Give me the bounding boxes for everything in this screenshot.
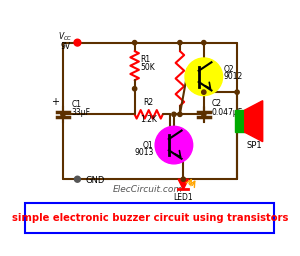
Text: +: +	[51, 97, 59, 107]
Polygon shape	[245, 101, 263, 142]
FancyBboxPatch shape	[26, 203, 274, 233]
Text: 33μF: 33μF	[71, 108, 91, 117]
Circle shape	[61, 112, 65, 116]
Circle shape	[178, 40, 182, 45]
Text: 120Ω: 120Ω	[185, 76, 205, 85]
Circle shape	[202, 112, 206, 116]
Text: R2: R2	[143, 98, 153, 107]
Circle shape	[155, 126, 193, 164]
Polygon shape	[178, 179, 188, 189]
Circle shape	[74, 39, 81, 46]
Text: Q1: Q1	[143, 141, 153, 150]
Text: 0.047μF: 0.047μF	[212, 108, 243, 117]
Text: R3: R3	[185, 68, 195, 77]
Circle shape	[74, 176, 80, 182]
Text: 50K: 50K	[141, 63, 155, 72]
Circle shape	[178, 112, 182, 116]
Text: simple electronic buzzer circuit using transistors: simple electronic buzzer circuit using t…	[12, 214, 288, 223]
Text: 1.2K: 1.2K	[140, 115, 157, 124]
Text: C1: C1	[71, 100, 82, 109]
Text: $V_{CC}$: $V_{CC}$	[58, 30, 73, 43]
Text: SP1: SP1	[246, 142, 262, 151]
Circle shape	[235, 90, 239, 94]
Text: GND: GND	[86, 176, 105, 185]
Bar	[236, 110, 245, 132]
Circle shape	[172, 112, 176, 116]
Circle shape	[202, 40, 206, 45]
Circle shape	[202, 90, 206, 94]
Circle shape	[181, 177, 185, 181]
Text: R1: R1	[141, 55, 151, 64]
Text: C2: C2	[212, 99, 221, 108]
Text: LED1: LED1	[173, 193, 193, 202]
Text: Q2: Q2	[224, 65, 234, 74]
Circle shape	[133, 40, 137, 45]
Circle shape	[185, 58, 223, 95]
Text: 9V: 9V	[60, 42, 70, 51]
Text: 9013: 9013	[134, 148, 153, 157]
Text: 9012: 9012	[224, 72, 243, 81]
Text: ElecCircuit.com: ElecCircuit.com	[113, 185, 183, 194]
Circle shape	[133, 87, 137, 91]
